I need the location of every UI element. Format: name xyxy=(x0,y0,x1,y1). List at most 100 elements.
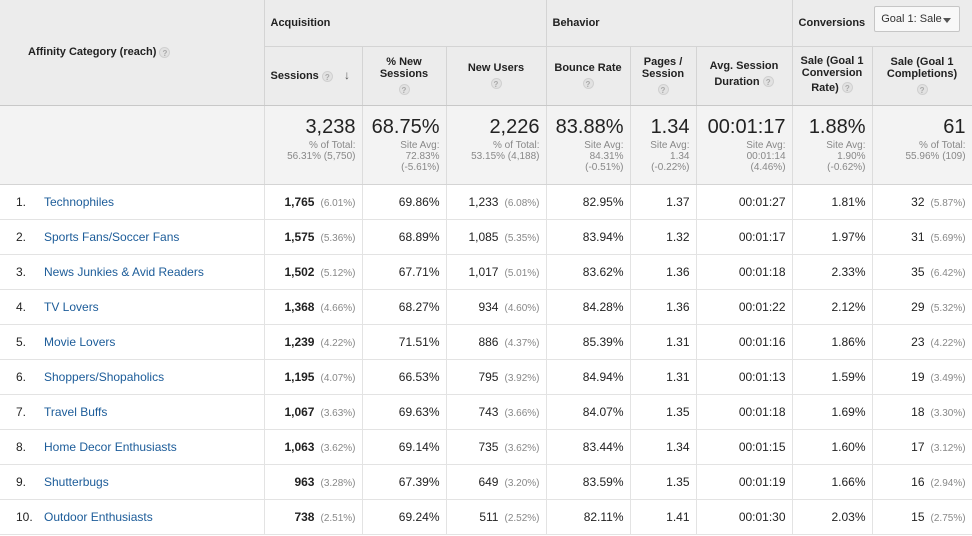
avg-session-duration-header[interactable]: Avg. Session Duration ? xyxy=(696,46,793,106)
pages-cell: 1.36 xyxy=(630,289,697,325)
row-index: 4. xyxy=(16,299,27,314)
new-users-cell: 735 (3.62%) xyxy=(446,429,547,465)
row-index: 9. xyxy=(16,474,27,489)
bounce-rate-cell: 83.59% xyxy=(546,464,631,500)
conversion-rate-header[interactable]: Sale (Goal 1 Conversion Rate) ? xyxy=(792,46,873,106)
pages-cell: 1.41 xyxy=(630,499,697,535)
bounce-rate-header[interactable]: Bounce Rate ? xyxy=(546,46,631,106)
category-link[interactable]: Home Decor Enthusiasts xyxy=(44,439,177,454)
conversion-rate-cell: 2.33% xyxy=(792,254,873,290)
pages-cell: 1.34 xyxy=(630,429,697,465)
row-index: 8. xyxy=(16,439,27,454)
new-users-header[interactable]: New Users ? xyxy=(446,46,547,106)
sessions-cell: 1,195 (4.07%) xyxy=(264,359,363,395)
total-completions: 61% of Total: 55.96% (109) xyxy=(872,105,972,185)
help-icon[interactable]: ? xyxy=(916,84,928,96)
duration-cell: 00:01:18 xyxy=(696,394,793,430)
totals-row: 3,238% of Total: 56.31% (5,750) 68.75% Sit… xyxy=(0,105,972,185)
row-index: 6. xyxy=(16,369,27,384)
new-users-cell: 886 (4.37%) xyxy=(446,324,547,360)
category-link[interactable]: Outdoor Enthusiasts xyxy=(44,509,153,524)
category-link[interactable]: Shoppers/Shopaholics xyxy=(44,369,165,384)
table-row: 10. Outdoor Enthusiasts 738 (2.51%) 69.24% 51… xyxy=(0,499,972,535)
total-avg-duration: 00:01:17 Site Avg: 00:01:14 (4.46%) xyxy=(696,105,793,185)
table-row: 6. Shoppers/Shopaholics 1,195 (4.07%) 66.53%… xyxy=(0,359,972,395)
new-users-cell: 1,017 (5.01%) xyxy=(446,254,547,290)
completions-cell: 23 (4.22%) xyxy=(872,324,972,360)
category-link[interactable]: TV Lovers xyxy=(44,299,99,314)
duration-cell: 00:01:16 xyxy=(696,324,793,360)
pages-cell: 1.37 xyxy=(630,184,697,220)
pages-cell: 1.31 xyxy=(630,324,697,360)
help-icon[interactable]: ? xyxy=(657,84,669,96)
new-users-cell: 649 (3.20%) xyxy=(446,464,547,500)
row-index: 3. xyxy=(16,264,27,279)
pages-cell: 1.35 xyxy=(630,464,697,500)
help-icon[interactable]: ? xyxy=(582,78,594,90)
row-index: 7. xyxy=(16,404,27,419)
pages-cell: 1.35 xyxy=(630,394,697,430)
category-cell: 3. News Junkies & Avid Readers xyxy=(0,254,265,290)
table-row: 8. Home Decor Enthusiasts 1,063 (3.62%) 69.1… xyxy=(0,429,972,465)
sessions-cell: 1,575 (5.36%) xyxy=(264,219,363,255)
completions-cell: 15 (2.75%) xyxy=(872,499,972,535)
row-index: 5. xyxy=(16,334,27,349)
category-cell: 4. TV Lovers xyxy=(0,289,265,325)
sessions-header[interactable]: Sessions ? ↓ xyxy=(264,46,363,106)
category-link[interactable]: Movie Lovers xyxy=(44,334,116,349)
table-row: 5. Movie Lovers 1,239 (4.22%) 71.51% 886 (4.37… xyxy=(0,324,972,360)
help-icon[interactable]: ? xyxy=(321,70,333,82)
new-sessions-cell: 68.27% xyxy=(362,289,447,325)
new-users-cell: 743 (3.66%) xyxy=(446,394,547,430)
duration-cell: 00:01:22 xyxy=(696,289,793,325)
goal-select-dropdown[interactable]: Goal 1: Sale xyxy=(874,6,961,32)
new-sessions-header[interactable]: % New Sessions ? xyxy=(362,46,447,106)
category-link[interactable]: Travel Buffs xyxy=(44,404,108,419)
help-icon[interactable]: ? xyxy=(762,76,774,88)
conversion-rate-cell: 1.81% xyxy=(792,184,873,220)
duration-cell: 00:01:17 xyxy=(696,219,793,255)
category-link[interactable]: Sports Fans/Soccer Fans xyxy=(44,229,180,244)
conversion-rate-cell: 1.69% xyxy=(792,394,873,430)
category-link[interactable]: Technophiles xyxy=(44,194,115,209)
help-icon[interactable]: ? xyxy=(841,82,853,94)
pages-per-session-header[interactable]: Pages / Session ? xyxy=(630,46,697,106)
help-icon[interactable]: ? xyxy=(398,84,410,96)
bounce-rate-cell: 83.94% xyxy=(546,219,631,255)
category-header[interactable]: Affinity Category (reach) ? xyxy=(0,0,265,106)
new-sessions-cell: 69.24% xyxy=(362,499,447,535)
row-index: 2. xyxy=(16,229,27,244)
bounce-rate-cell: 84.94% xyxy=(546,359,631,395)
sort-arrow-down-icon[interactable]: ↓ xyxy=(343,68,350,82)
completions-cell: 19 (3.49%) xyxy=(872,359,972,395)
help-icon[interactable]: ? xyxy=(159,46,171,58)
category-link[interactable]: Shutterbugs xyxy=(44,474,109,489)
duration-cell: 00:01:13 xyxy=(696,359,793,395)
acquisition-group-header: Acquisition xyxy=(264,0,547,47)
sessions-cell: 1,063 (3.62%) xyxy=(264,429,363,465)
pages-cell: 1.36 xyxy=(630,254,697,290)
total-pages-per-session: 1.34 Site Avg: 1.34 (-0.22%) xyxy=(630,105,697,185)
conversion-rate-cell: 1.59% xyxy=(792,359,873,395)
completions-cell: 35 (6.42%) xyxy=(872,254,972,290)
new-sessions-cell: 68.89% xyxy=(362,219,447,255)
row-index: 1. xyxy=(16,194,27,209)
row-index: 10. xyxy=(16,509,33,524)
conversions-group-header: Conversions Goal 1: Sale xyxy=(792,0,972,47)
category-cell: 5. Movie Lovers xyxy=(0,324,265,360)
table-row: 1. Technophiles 1,765 (6.01%) 69.86% 1,233 (6.… xyxy=(0,184,972,220)
category-link[interactable]: News Junkies & Avid Readers xyxy=(44,264,204,279)
conversion-rate-cell: 1.66% xyxy=(792,464,873,500)
new-sessions-cell: 69.14% xyxy=(362,429,447,465)
behavior-group-header: Behavior xyxy=(546,0,793,47)
completions-cell: 17 (3.12%) xyxy=(872,429,972,465)
new-users-cell: 1,085 (5.35%) xyxy=(446,219,547,255)
chevron-down-icon xyxy=(943,18,952,23)
new-users-cell: 795 (3.92%) xyxy=(446,359,547,395)
category-cell: 9. Shutterbugs xyxy=(0,464,265,500)
help-icon[interactable]: ? xyxy=(490,78,502,90)
conversion-rate-cell: 2.12% xyxy=(792,289,873,325)
completions-header[interactable]: Sale (Goal 1 Completions) ? xyxy=(872,46,972,106)
table-row: 7. Travel Buffs 1,067 (3.63%) 69.63% 743 (3.66… xyxy=(0,394,972,430)
